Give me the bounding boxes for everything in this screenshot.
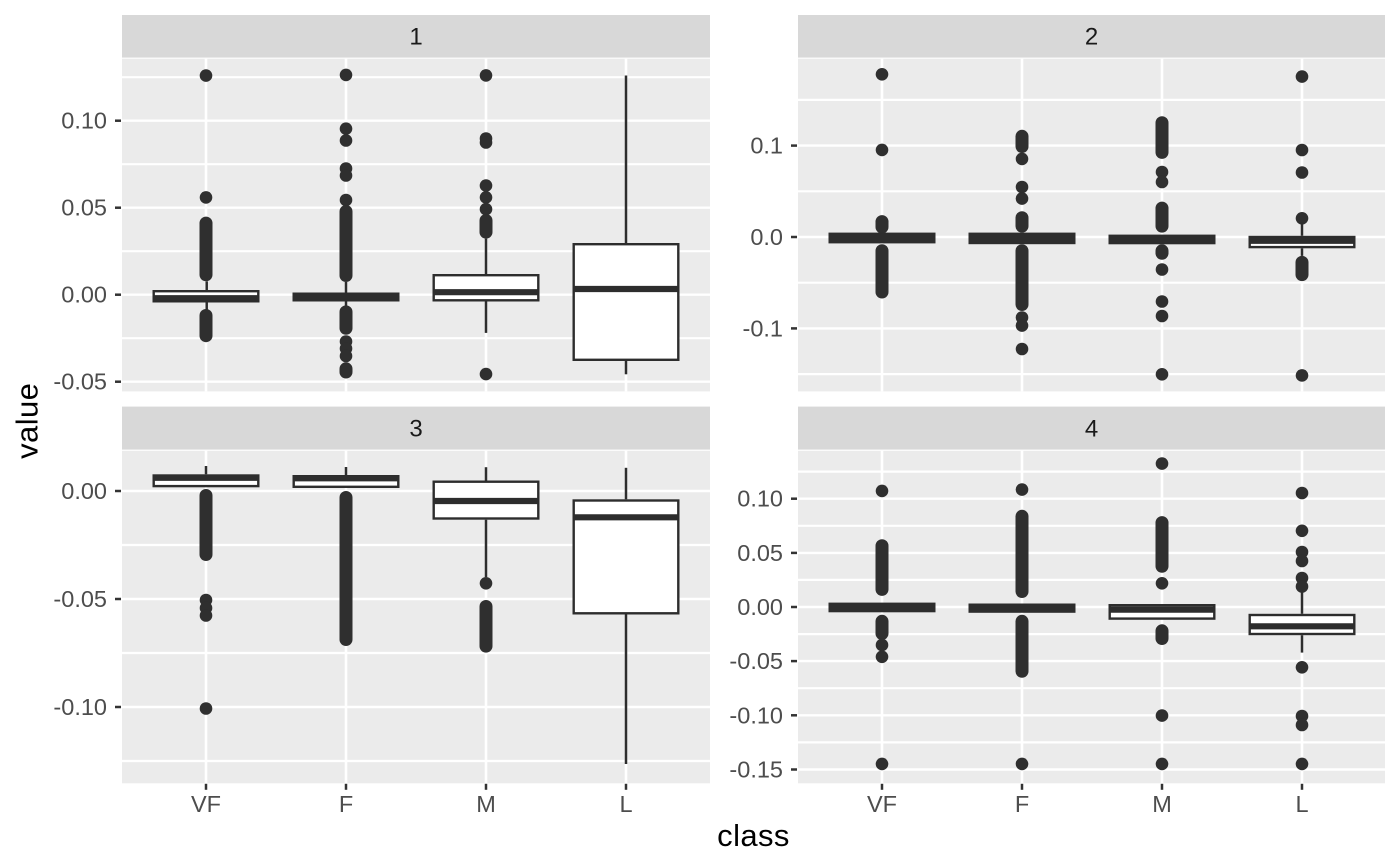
svg-text:-0.05: -0.05 — [53, 369, 107, 395]
svg-text:VF: VF — [191, 791, 221, 817]
svg-text:2: 2 — [1085, 24, 1098, 51]
svg-text:-0.15: -0.15 — [729, 757, 783, 783]
svg-text:value: value — [10, 383, 45, 459]
svg-text:0.1: 0.1 — [750, 133, 783, 159]
svg-text:-0.05: -0.05 — [53, 586, 107, 612]
svg-text:-0.10: -0.10 — [729, 702, 783, 728]
svg-text:-0.1: -0.1 — [743, 315, 784, 341]
svg-text:0.10: 0.10 — [737, 486, 783, 512]
svg-text:F: F — [339, 791, 353, 817]
svg-text:M: M — [1152, 791, 1172, 817]
svg-text:0.05: 0.05 — [61, 195, 107, 221]
svg-text:L: L — [1295, 791, 1308, 817]
svg-text:L: L — [619, 791, 632, 817]
svg-text:1: 1 — [409, 24, 422, 51]
svg-text:0.05: 0.05 — [737, 540, 783, 566]
svg-text:4: 4 — [1085, 416, 1098, 443]
svg-text:0.00: 0.00 — [61, 282, 107, 308]
svg-text:-0.10: -0.10 — [53, 694, 107, 720]
svg-text:3: 3 — [409, 416, 422, 443]
svg-text:M: M — [476, 791, 496, 817]
svg-text:class: class — [717, 818, 790, 853]
svg-text:VF: VF — [867, 791, 897, 817]
svg-text:-0.05: -0.05 — [729, 648, 783, 674]
svg-text:0.0: 0.0 — [750, 224, 783, 250]
svg-text:0.00: 0.00 — [61, 478, 107, 504]
svg-text:0.00: 0.00 — [737, 594, 783, 620]
svg-text:F: F — [1015, 791, 1029, 817]
svg-text:0.10: 0.10 — [61, 108, 107, 134]
